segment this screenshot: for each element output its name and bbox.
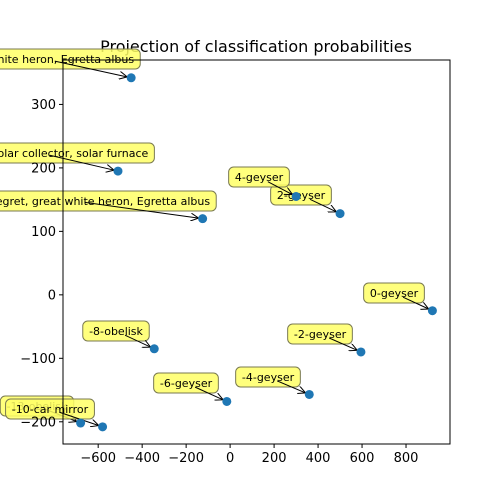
- annotation-arrow: [49, 154, 113, 170]
- data-point: [222, 396, 232, 406]
- annotation: 2-geyser: [270, 184, 336, 211]
- y-tick-label: 200: [31, 161, 56, 176]
- annotation-box: [82, 320, 150, 342]
- y-tick-label: 0: [48, 288, 56, 303]
- annotation: -2-geyser: [287, 323, 357, 350]
- annotation: -8-obelisk: [82, 320, 150, 347]
- annotation-arrow: [54, 60, 127, 77]
- annotation-box: [153, 372, 219, 394]
- y-axis: −200 −100 0 100 200 300: [20, 98, 63, 430]
- annotation: 4-geyser: [228, 166, 292, 194]
- annotation-box: [0, 48, 141, 70]
- data-point: [335, 209, 345, 219]
- annotation-label: -8-obelisk: [89, 325, 143, 338]
- annotation-box: [287, 323, 353, 345]
- chart-title: Projection of classification probabiliti…: [100, 37, 412, 56]
- annotation-arrow: [124, 334, 150, 346]
- annotation-arrow: [328, 337, 356, 350]
- data-point: [113, 166, 123, 176]
- annotation: -6-geyser: [153, 372, 223, 399]
- data-point: [76, 418, 86, 428]
- x-tick-label: −600: [80, 451, 116, 466]
- annotation-label: -6-geyser: [160, 377, 213, 390]
- y-tick-label: 100: [31, 225, 56, 240]
- annotation-label: 4-geyser: [235, 171, 284, 184]
- y-tick-label: 300: [31, 98, 56, 113]
- annotation-box: [235, 366, 301, 388]
- y-tick-label: −200: [20, 415, 56, 430]
- x-tick-label: −400: [124, 451, 160, 466]
- plot-frame: [62, 59, 451, 445]
- annotation-box: [228, 166, 290, 188]
- annotation-box: [0, 190, 217, 212]
- data-point: [427, 306, 437, 316]
- x-tick-label: 600: [350, 451, 375, 466]
- annotation-label: -4-geyser: [242, 371, 295, 384]
- annotation: 0-geyser: [363, 282, 428, 309]
- annotation-box: [5, 398, 95, 420]
- annotation-label: -2-geyser: [294, 328, 347, 341]
- annotation: solar dish, solar collector, solar furna…: [0, 142, 155, 170]
- annotation: great white heron, Egretta albus: [0, 48, 141, 77]
- annotation-arrow: [309, 198, 336, 211]
- annotation-label: -10-car mirror: [12, 403, 89, 416]
- annotation-arrow: [402, 296, 428, 308]
- y-tick-label: −100: [20, 352, 56, 367]
- data-point: [291, 191, 301, 201]
- annotation: -4-geyser: [235, 366, 305, 393]
- data-point: [149, 344, 159, 354]
- annotations: great white heron, Egretta albus solar di…: [0, 48, 428, 425]
- annotation-arrow: [267, 181, 292, 194]
- data-point: [126, 73, 136, 83]
- x-tick-label: 800: [394, 451, 419, 466]
- annotation-label: 0-geyser: [370, 287, 419, 300]
- annotation-arrow: [59, 411, 97, 425]
- x-axis: −600 −400 −200 0 200 400 600 800: [80, 444, 418, 466]
- annotation-arrow: [84, 201, 198, 218]
- data-point: [304, 389, 314, 399]
- annotation-arrow: [277, 380, 304, 393]
- x-tick-label: 400: [306, 451, 331, 466]
- annotation-label: solar dish, solar collector, solar furna…: [0, 147, 148, 160]
- annotation-label: 2-geyser: [277, 189, 326, 202]
- x-tick-label: −200: [168, 451, 204, 466]
- annotation-arrow: [194, 386, 222, 399]
- data-points: [76, 73, 437, 432]
- data-point: [356, 347, 366, 357]
- annotation-box: [0, 142, 155, 164]
- x-tick-label: 200: [262, 451, 287, 466]
- x-tick-label: 0: [226, 451, 234, 466]
- annotation-box: [363, 282, 425, 304]
- data-point: [198, 214, 208, 224]
- annotation: -10-car mirror: [5, 398, 98, 425]
- data-point: [98, 422, 108, 432]
